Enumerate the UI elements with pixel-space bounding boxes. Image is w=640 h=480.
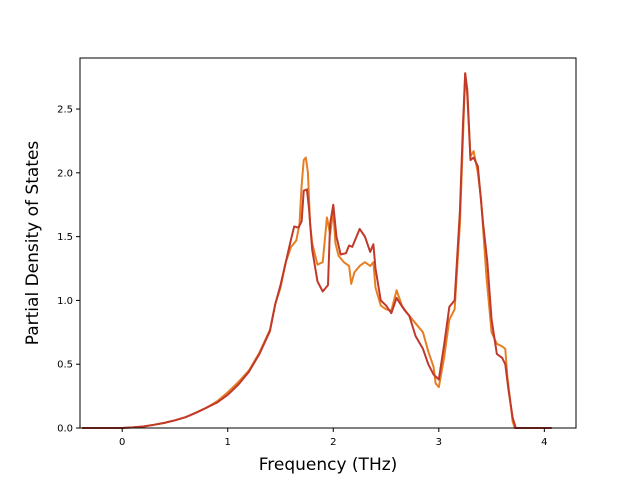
y-tick-label: 2.0 [57, 168, 73, 179]
plot-frame [79, 57, 577, 429]
x-tick-label: 3 [436, 437, 442, 448]
x-tick-label: 4 [541, 437, 547, 448]
y-tick-label: 0.0 [57, 424, 73, 435]
tick-layer: 0 1 2 3 4 0.0 0.5 1.0 1.5 2.0 2.5 [57, 105, 547, 448]
series-layer [82, 72, 552, 429]
y-tick-label: 0.5 [57, 360, 73, 371]
x-tick-label: 0 [119, 437, 125, 448]
x-tick-label: 1 [225, 437, 231, 448]
plot-area [80, 58, 576, 428]
y-tick-label: 1.5 [57, 232, 73, 243]
x-axis-label: Frequency (THz) [259, 455, 398, 475]
x-tick-label: 2 [330, 437, 336, 448]
series-line-2 [82, 72, 552, 429]
y-tick-label: 2.5 [57, 105, 73, 116]
y-axis-label: Partial Density of States [23, 141, 43, 346]
y-tick-label: 1.0 [57, 296, 73, 307]
